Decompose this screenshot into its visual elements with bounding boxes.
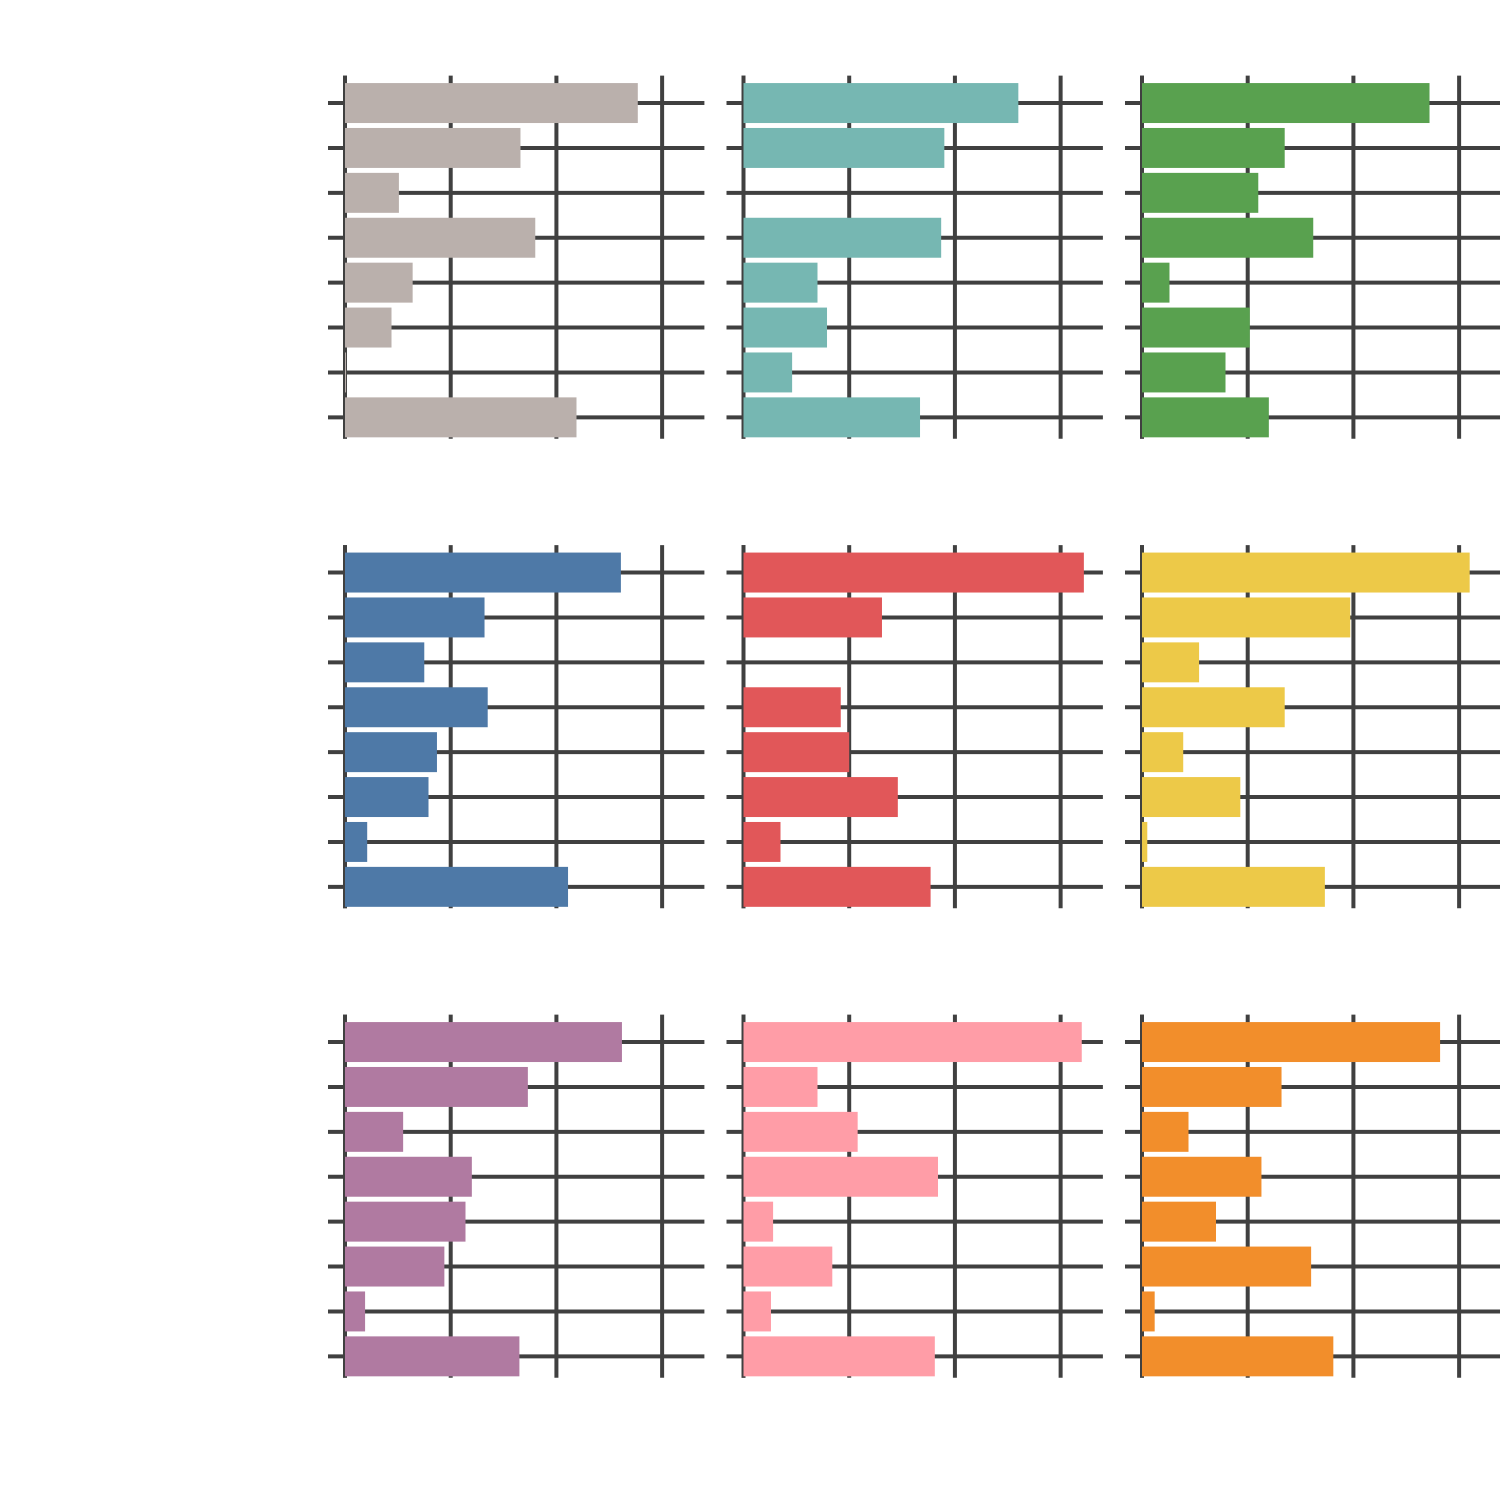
bar xyxy=(345,307,392,348)
bar xyxy=(743,83,1019,124)
bar xyxy=(345,1066,528,1107)
bar xyxy=(1142,866,1325,907)
panel xyxy=(1125,545,1500,909)
bar xyxy=(743,866,931,907)
bar xyxy=(743,1246,833,1287)
bar xyxy=(345,1246,445,1287)
bar xyxy=(345,397,577,438)
bar xyxy=(345,1201,466,1242)
bar xyxy=(345,352,347,393)
bar xyxy=(345,866,569,907)
bar xyxy=(1142,1022,1441,1063)
bar xyxy=(345,172,399,213)
bar xyxy=(743,1291,771,1332)
bar xyxy=(1142,307,1250,348)
bar xyxy=(345,642,425,683)
bar xyxy=(743,1066,818,1107)
panel xyxy=(726,1014,1103,1378)
bar xyxy=(1142,732,1184,773)
panel xyxy=(328,545,705,909)
bar xyxy=(345,262,413,303)
bar xyxy=(345,777,429,818)
bar xyxy=(1142,127,1285,168)
bar xyxy=(743,1201,774,1242)
bar xyxy=(743,777,898,818)
panel xyxy=(726,545,1103,909)
bar xyxy=(1142,1156,1262,1197)
bar xyxy=(743,217,942,258)
bar xyxy=(345,83,638,124)
bar xyxy=(1142,352,1226,393)
bar xyxy=(1142,777,1241,818)
bar xyxy=(1142,83,1430,124)
bar xyxy=(345,821,368,862)
bar xyxy=(743,552,1084,593)
bar xyxy=(1142,1111,1189,1152)
bar xyxy=(743,1156,938,1197)
bar xyxy=(1142,597,1351,638)
bar xyxy=(1142,1066,1282,1107)
bar xyxy=(1142,821,1148,862)
panel xyxy=(328,1014,705,1378)
bar xyxy=(345,1156,472,1197)
bar xyxy=(1142,262,1170,303)
bar xyxy=(743,307,828,348)
bar xyxy=(1142,642,1200,683)
bar xyxy=(743,397,921,438)
bar xyxy=(743,1022,1082,1063)
bar xyxy=(1142,552,1470,593)
bar xyxy=(345,1111,404,1152)
bar xyxy=(743,732,850,773)
bar xyxy=(345,687,488,728)
bar xyxy=(1142,397,1269,438)
bar xyxy=(345,552,621,593)
bar xyxy=(1142,1201,1216,1242)
bar xyxy=(1142,1246,1312,1287)
bar xyxy=(345,127,521,168)
panel xyxy=(726,75,1103,439)
bar xyxy=(743,821,781,862)
bar xyxy=(1142,687,1285,728)
bar xyxy=(1142,1336,1334,1377)
bar xyxy=(1142,217,1314,258)
bar xyxy=(743,262,818,303)
bar xyxy=(345,1022,622,1063)
bar xyxy=(345,217,536,258)
panel xyxy=(1125,75,1500,439)
bar xyxy=(743,687,841,728)
bar xyxy=(1142,172,1259,213)
bar xyxy=(1142,1291,1155,1332)
panel xyxy=(328,75,705,439)
bar xyxy=(743,1336,935,1377)
bar xyxy=(345,597,485,638)
bar xyxy=(345,1336,520,1377)
bar xyxy=(743,597,882,638)
bar xyxy=(743,1111,858,1152)
bar xyxy=(345,732,437,773)
bar xyxy=(743,352,793,393)
bar xyxy=(345,1291,366,1332)
panel xyxy=(1125,1014,1500,1378)
bar xyxy=(743,127,945,168)
